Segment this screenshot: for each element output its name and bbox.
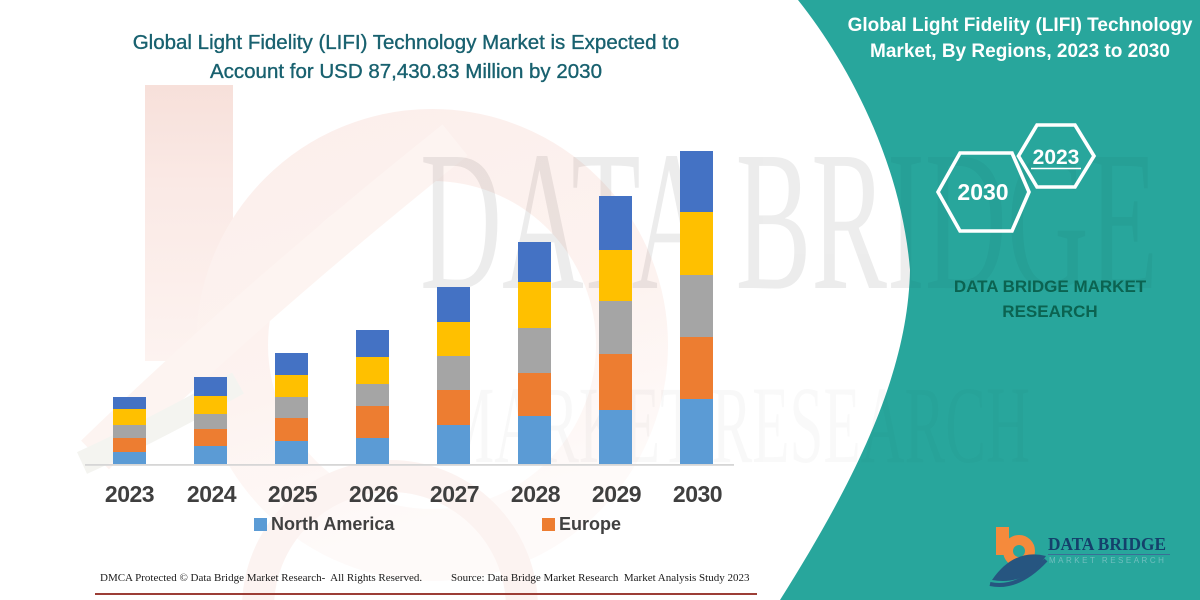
svg-text:MARKET RESEARCH: MARKET RESEARCH [1049,556,1166,565]
svg-text:DATA BRIDGE: DATA BRIDGE [420,111,1158,332]
svg-text:2023: 2023 [1033,146,1080,169]
svg-text:DATA BRIDGE: DATA BRIDGE [1048,534,1166,554]
svg-text:2030: 2030 [957,179,1008,205]
